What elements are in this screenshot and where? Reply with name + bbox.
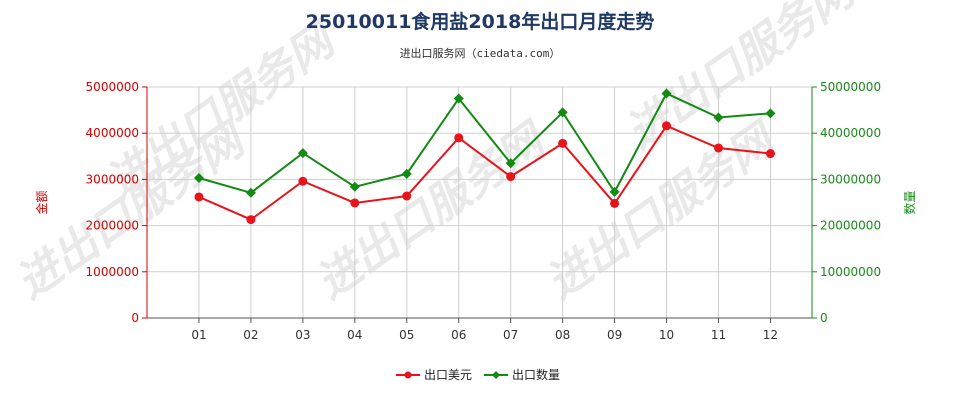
- watermark-text: 进出口服务网: [307, 112, 557, 309]
- y-tick-label-left: 5000000: [86, 80, 139, 94]
- ticks: 0100000020000003000000400000050000000100…: [86, 80, 882, 342]
- y-axis-label-left: 金额: [34, 190, 49, 214]
- data-point-export-quantity: [245, 187, 256, 198]
- chart-subtitle: 进出口服务网（ciedata.com）: [400, 46, 561, 60]
- y-tick-label-left: 3000000: [86, 172, 139, 186]
- legend-item-export-usd[interactable]: 出口美元: [396, 368, 472, 382]
- legend-item-export-quantity[interactable]: 出口数量: [484, 367, 560, 382]
- x-tick-label: 09: [607, 328, 622, 342]
- data-point-export-quantity: [349, 181, 360, 192]
- data-point-export-quantity: [661, 88, 672, 99]
- y-tick-label-right: 40000000: [820, 126, 881, 140]
- series-line-export-quantity: [198, 92, 771, 194]
- data-point-export-usd: [402, 191, 412, 201]
- axes: [146, 87, 813, 319]
- data-point-export-usd: [350, 198, 360, 208]
- y-tick-label-right: 0: [820, 311, 828, 325]
- data-point-export-quantity: [765, 108, 776, 119]
- chart-title: 25010011食用盐2018年出口月度走势: [306, 10, 655, 33]
- legend[interactable]: 出口美元 出口数量: [396, 367, 560, 382]
- x-tick-label: 12: [763, 328, 778, 342]
- x-tick-label: 11: [711, 328, 726, 342]
- data-point-export-quantity: [193, 173, 204, 184]
- data-point-export-quantity: [401, 168, 412, 179]
- data-point-export-quantity: [609, 186, 620, 197]
- x-tick-label: 03: [295, 328, 310, 342]
- x-tick-label: 10: [659, 328, 674, 342]
- series-line-export-usd: [198, 124, 771, 221]
- y-tick-label-left: 4000000: [86, 126, 139, 140]
- y-tick-label-right: 50000000: [820, 80, 881, 94]
- y-axis-label-right: 数量: [902, 190, 917, 214]
- legend-marker-diamond: [492, 371, 500, 379]
- x-tick-label: 04: [347, 328, 362, 342]
- y-tick-label-right: 20000000: [820, 219, 881, 233]
- y-tick-label-left: 1000000: [86, 265, 139, 279]
- series-layer: [193, 88, 776, 225]
- data-point-export-usd: [298, 176, 308, 186]
- data-point-export-quantity: [505, 158, 516, 169]
- x-tick-label: 08: [555, 328, 570, 342]
- legend-label: 出口美元: [424, 368, 472, 382]
- legend-label: 出口数量: [512, 367, 560, 382]
- y-tick-label-right: 10000000: [820, 265, 881, 279]
- data-point-export-quantity: [713, 112, 724, 123]
- data-point-export-usd: [506, 172, 516, 182]
- x-tick-label: 02: [243, 328, 258, 342]
- data-point-export-usd: [610, 198, 620, 208]
- data-point-export-usd: [558, 138, 568, 148]
- y-tick-label-left: 0: [131, 311, 139, 325]
- y-tick-label-right: 30000000: [820, 172, 881, 186]
- x-tick-label: 05: [399, 328, 414, 342]
- data-point-export-usd: [765, 149, 775, 159]
- x-tick-label: 06: [451, 328, 466, 342]
- data-point-export-quantity: [453, 93, 464, 104]
- data-point-export-usd: [194, 192, 204, 202]
- data-point-export-usd: [454, 133, 464, 143]
- data-point-export-usd: [662, 121, 672, 131]
- data-point-export-quantity: [297, 148, 308, 159]
- data-point-export-usd: [713, 143, 723, 153]
- x-tick-label: 07: [503, 328, 518, 342]
- y-tick-label-left: 2000000: [86, 219, 139, 233]
- x-tick-label: 01: [191, 328, 206, 342]
- data-point-export-quantity: [557, 107, 568, 118]
- data-point-export-usd: [246, 215, 256, 225]
- legend-marker-circle: [404, 371, 412, 379]
